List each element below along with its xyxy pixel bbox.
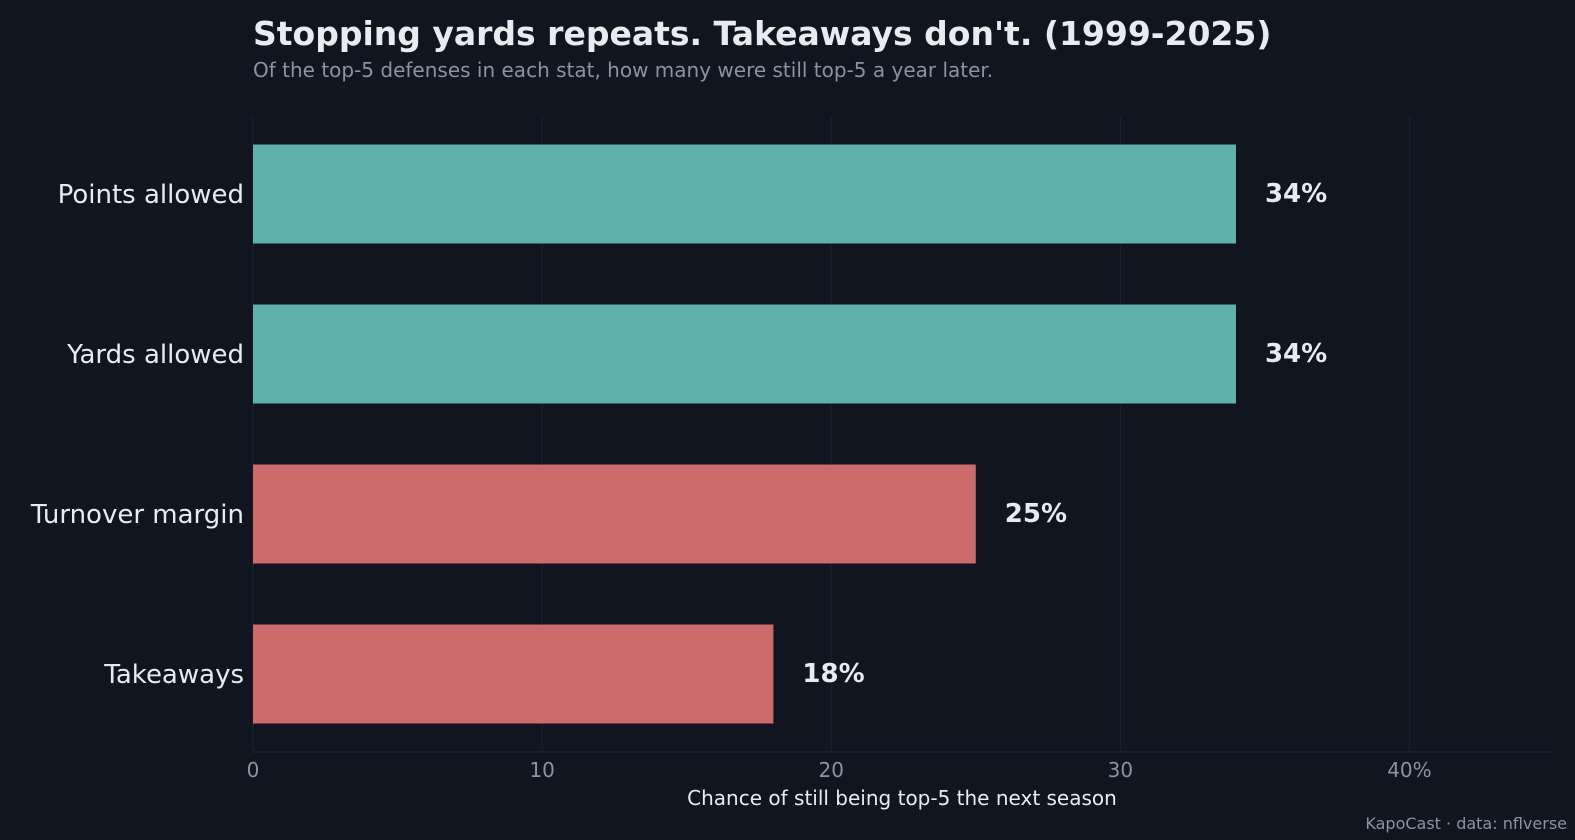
- x-tick-label-0: 0: [247, 758, 260, 782]
- value-labels: 34% 34% 25% 18%: [802, 179, 1327, 689]
- value-label-1: 34%: [1265, 339, 1327, 369]
- category-label-3: Takeaways: [103, 660, 244, 690]
- credit-text: KapoCast · data: nflverse: [1365, 814, 1567, 833]
- bar-2: [253, 464, 976, 564]
- x-tick-label-4: 40%: [1387, 758, 1431, 782]
- category-label-0: Points allowed: [58, 180, 244, 210]
- bar-0: [253, 144, 1236, 244]
- value-label-3: 18%: [802, 659, 864, 689]
- category-label-1: Yards allowed: [66, 340, 244, 370]
- x-tick-labels: 0 10 20 30 40%: [247, 758, 1432, 782]
- bar-1: [253, 304, 1236, 404]
- chart-subtitle: Of the top-5 defenses in each stat, how …: [253, 58, 994, 82]
- x-tick-label-2: 20: [818, 758, 843, 782]
- chart-title: Stopping yards repeats. Takeaways don't.…: [253, 14, 1272, 53]
- value-label-2: 25%: [1005, 499, 1067, 529]
- category-labels: Points allowed Yards allowed Turnover marg…: [30, 180, 244, 690]
- x-axis-label: Chance of still being top-5 the next sea…: [687, 786, 1117, 810]
- category-label-2: Turnover margin: [30, 500, 244, 530]
- x-tick-label-1: 10: [529, 758, 554, 782]
- bars: [253, 144, 1236, 724]
- x-tick-label-3: 30: [1108, 758, 1133, 782]
- bar-3: [253, 624, 774, 724]
- value-label-0: 34%: [1265, 179, 1327, 209]
